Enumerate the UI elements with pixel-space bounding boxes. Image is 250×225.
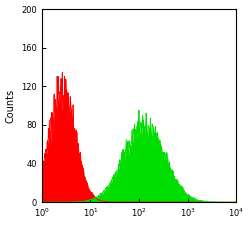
Y-axis label: Counts: Counts xyxy=(6,89,16,123)
